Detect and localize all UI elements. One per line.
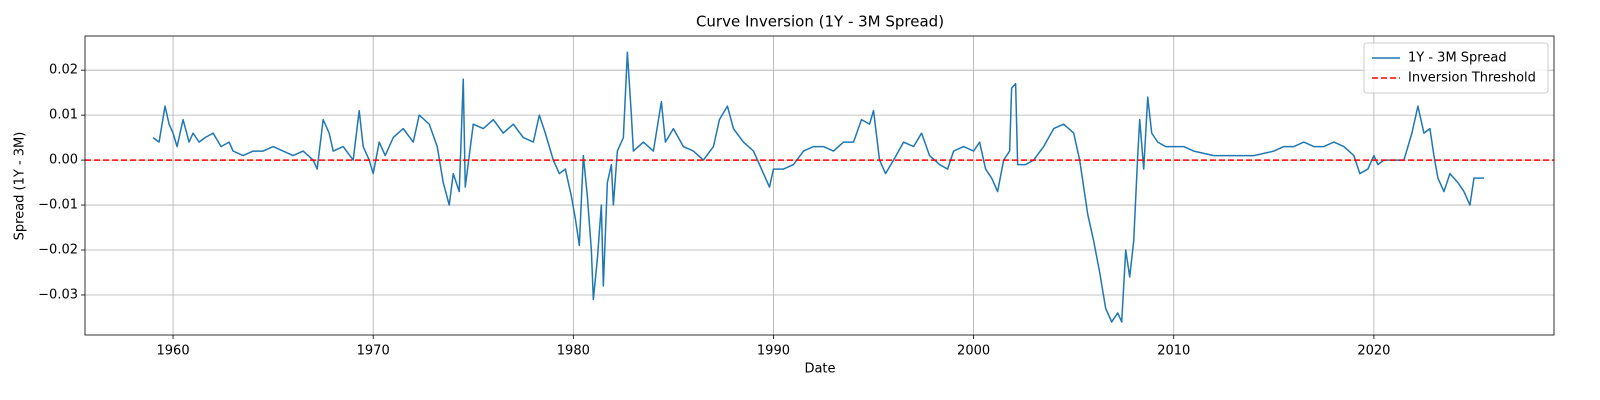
x-tick-label: 1960 xyxy=(157,344,190,359)
plot-frame xyxy=(84,35,1555,336)
x-tick-label: 1970 xyxy=(357,344,390,359)
y-tick-label: −0.02 xyxy=(38,243,78,258)
x-tick-label: 1990 xyxy=(757,344,790,359)
y-tick-label: −0.03 xyxy=(38,287,78,302)
legend: 1Y - 3M Spread Inversion Threshold xyxy=(1363,42,1549,94)
series-line xyxy=(152,51,1484,323)
x-tick-label: 2020 xyxy=(1357,344,1390,359)
x-tick-label: 2000 xyxy=(957,344,990,359)
y-tick-label: −0.01 xyxy=(38,198,78,213)
chart-title: Curve Inversion (1Y - 3M Spread) xyxy=(696,13,944,31)
y-tick-label: 0.01 xyxy=(49,108,78,123)
y-tick-label: 0.02 xyxy=(49,63,78,78)
x-tick-label: 2010 xyxy=(1157,344,1190,359)
x-axis-label: Date xyxy=(804,362,835,377)
y-axis-label: Spread (1Y - 3M) xyxy=(13,132,28,241)
x-tick-label: 1980 xyxy=(557,344,590,359)
legend-label: Inversion Threshold xyxy=(1408,71,1536,86)
legend-label: 1Y - 3M Spread xyxy=(1408,51,1507,66)
y-tick-label: 0.00 xyxy=(49,153,78,168)
legend-frame xyxy=(1363,42,1549,94)
